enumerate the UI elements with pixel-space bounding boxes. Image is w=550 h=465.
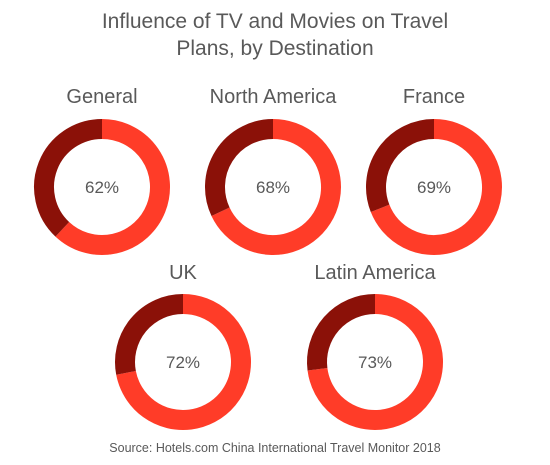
donut-slice-remainder xyxy=(34,119,103,237)
donut-title-uk: UK xyxy=(169,262,197,284)
source-note: Source: Hotels.com China International T… xyxy=(109,441,441,455)
donut-slice-remainder xyxy=(205,119,274,216)
chart-title-line1: Influence of TV and Movies on Travel xyxy=(101,10,449,33)
donut-slice-remainder xyxy=(307,294,376,371)
donut-chart-uk: 72% xyxy=(115,294,251,430)
donut-value-label: 73% xyxy=(358,353,392,372)
chart-title-line2: Plans, by Destination xyxy=(176,37,374,60)
donut-value-label: 69% xyxy=(417,178,451,197)
donut-slice-primary xyxy=(116,294,251,430)
donut-slice-primary xyxy=(55,119,170,255)
donut-title-latin-america: Latin America xyxy=(314,262,436,284)
donut-chart-latin-america: 73% xyxy=(307,294,443,430)
donut-title-north-america: North America xyxy=(209,86,337,108)
donut-slice-remainder xyxy=(366,119,435,213)
donut-slice-primary xyxy=(307,294,443,430)
donut-value-label: 62% xyxy=(85,178,119,197)
donut-value-label: 72% xyxy=(166,353,200,372)
donut-chart-general: 62% xyxy=(34,119,170,255)
chart-title: Influence of TV and Movies on Travel Pla… xyxy=(0,8,550,62)
donut-slice-primary xyxy=(211,119,341,255)
donut-chart-north-america: 68% xyxy=(205,119,341,255)
donut-title-general: General xyxy=(66,86,138,108)
donut-chart-france: 69% xyxy=(366,119,502,255)
donut-slice-primary xyxy=(370,119,502,255)
donut-title-france: France xyxy=(402,86,466,108)
donut-value-label: 68% xyxy=(256,178,290,197)
donut-slice-remainder xyxy=(115,294,184,375)
